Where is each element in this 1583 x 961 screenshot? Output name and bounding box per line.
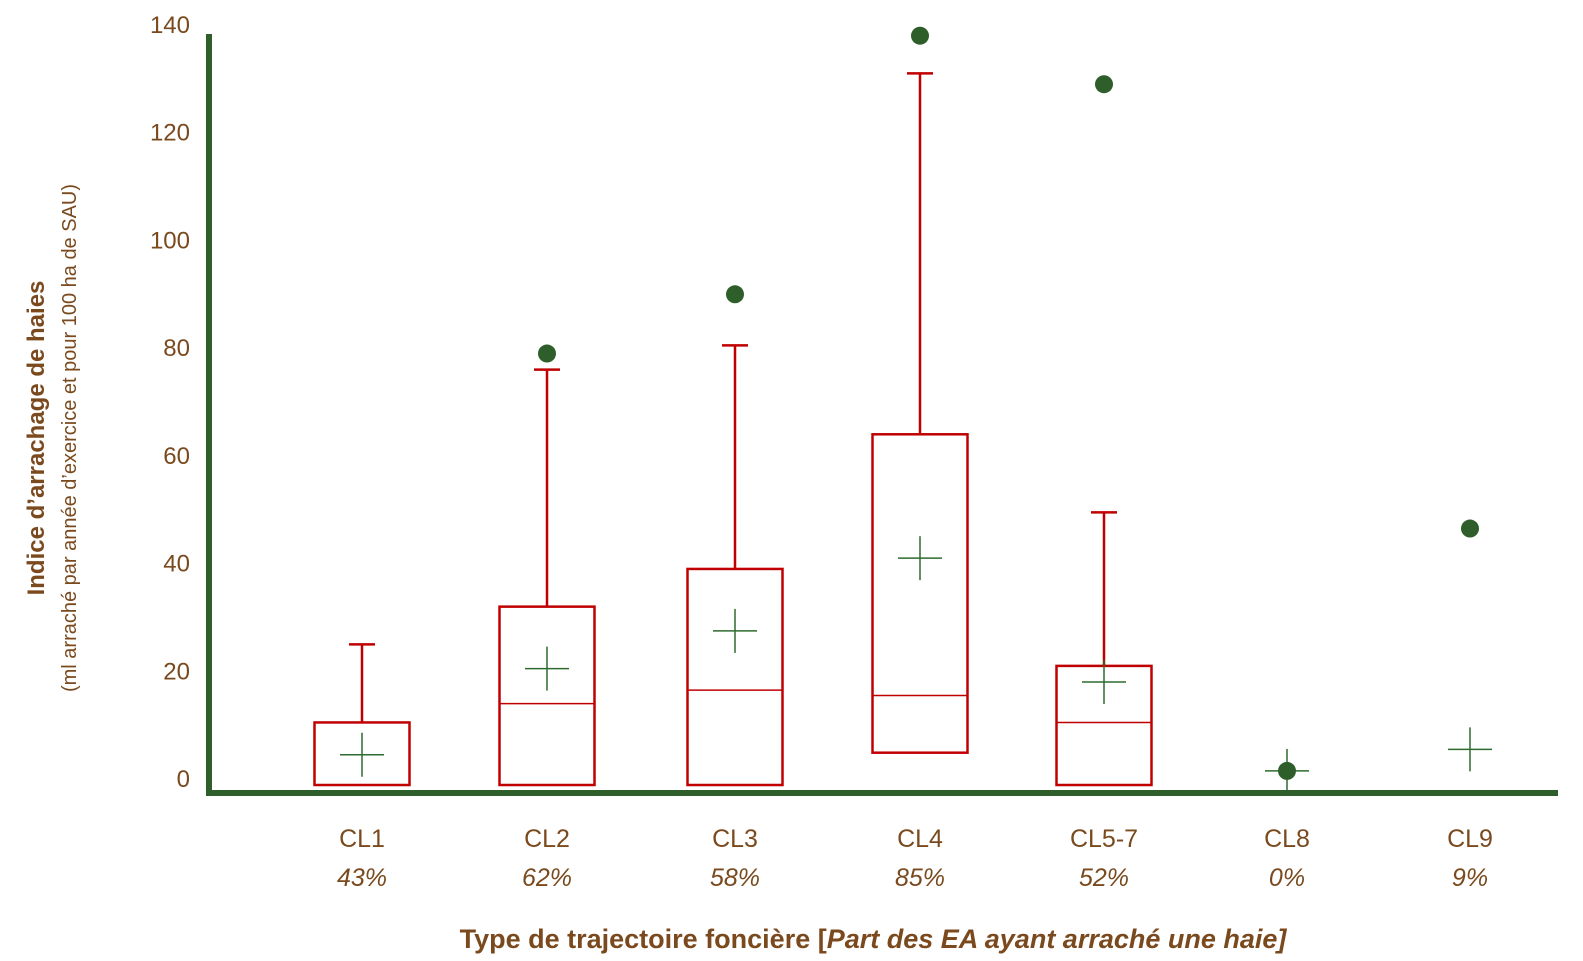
outlier-points bbox=[538, 26, 1479, 780]
box-cl4 bbox=[871, 433, 969, 754]
category-label-cl8: CL8 bbox=[1264, 825, 1310, 853]
category-share-cl5-7: 52% bbox=[1079, 864, 1129, 892]
outlier-cl2 bbox=[538, 344, 556, 363]
y-axis-sublabel: (ml arraché par année d’exercice et pour… bbox=[59, 184, 81, 692]
box-cl3 bbox=[686, 567, 784, 787]
y-axis-label: Indice d’arrachage de haies bbox=[23, 281, 50, 596]
y-tick-label: 140 bbox=[150, 12, 190, 39]
category-share-cl3: 58% bbox=[710, 864, 760, 892]
outlier-cl4 bbox=[911, 26, 929, 45]
category-share-cl9: 9% bbox=[1452, 864, 1488, 892]
x-axis-categories: CL1 43% CL2 62% CL3 58% CL4 85% CL5-7 52% CL8 0% CL9… bbox=[337, 825, 1493, 892]
category-label-cl1: CL1 bbox=[339, 825, 385, 853]
y-tick-label: 120 bbox=[150, 120, 190, 147]
category-label-cl2: CL2 bbox=[524, 825, 570, 853]
outlier-cl5-7 bbox=[1095, 75, 1113, 94]
x-axis-label-italic: Part des EA ayant arraché une haie] bbox=[827, 924, 1288, 954]
y-tick-label: 80 bbox=[163, 335, 190, 362]
mean-markers bbox=[340, 536, 1492, 793]
axes bbox=[206, 34, 1558, 796]
boxes bbox=[313, 72, 1153, 787]
outlier-cl3 bbox=[726, 285, 744, 304]
category-share-cl8: 0% bbox=[1269, 864, 1305, 892]
outlier-cl8 bbox=[1278, 761, 1296, 780]
category-share-cl2: 62% bbox=[522, 864, 572, 892]
box-cl2 bbox=[498, 605, 596, 787]
box-cl1 bbox=[313, 721, 411, 787]
category-label-cl5-7: CL5-7 bbox=[1070, 825, 1138, 853]
category-share-cl1: 43% bbox=[337, 864, 387, 892]
category-label-cl3: CL3 bbox=[712, 825, 758, 853]
category-label-cl9: CL9 bbox=[1447, 825, 1493, 853]
y-tick-label: 40 bbox=[163, 551, 190, 578]
category-label-cl4: CL4 bbox=[897, 825, 943, 853]
x-axis-label: Type de trajectoire foncière [Part des E… bbox=[460, 924, 1288, 954]
y-tick-label: 0 bbox=[177, 766, 190, 793]
x-axis-label-main: Type de trajectoire foncière [ bbox=[460, 924, 827, 954]
y-tick-label: 20 bbox=[163, 658, 190, 685]
y-tick-label: 60 bbox=[163, 443, 190, 470]
outlier-cl9 bbox=[1461, 519, 1479, 538]
y-axis-ticks: 0 20 40 60 80 100 120 140 bbox=[150, 12, 190, 793]
category-share-cl4: 85% bbox=[895, 864, 945, 892]
y-tick-label: 100 bbox=[150, 227, 190, 254]
